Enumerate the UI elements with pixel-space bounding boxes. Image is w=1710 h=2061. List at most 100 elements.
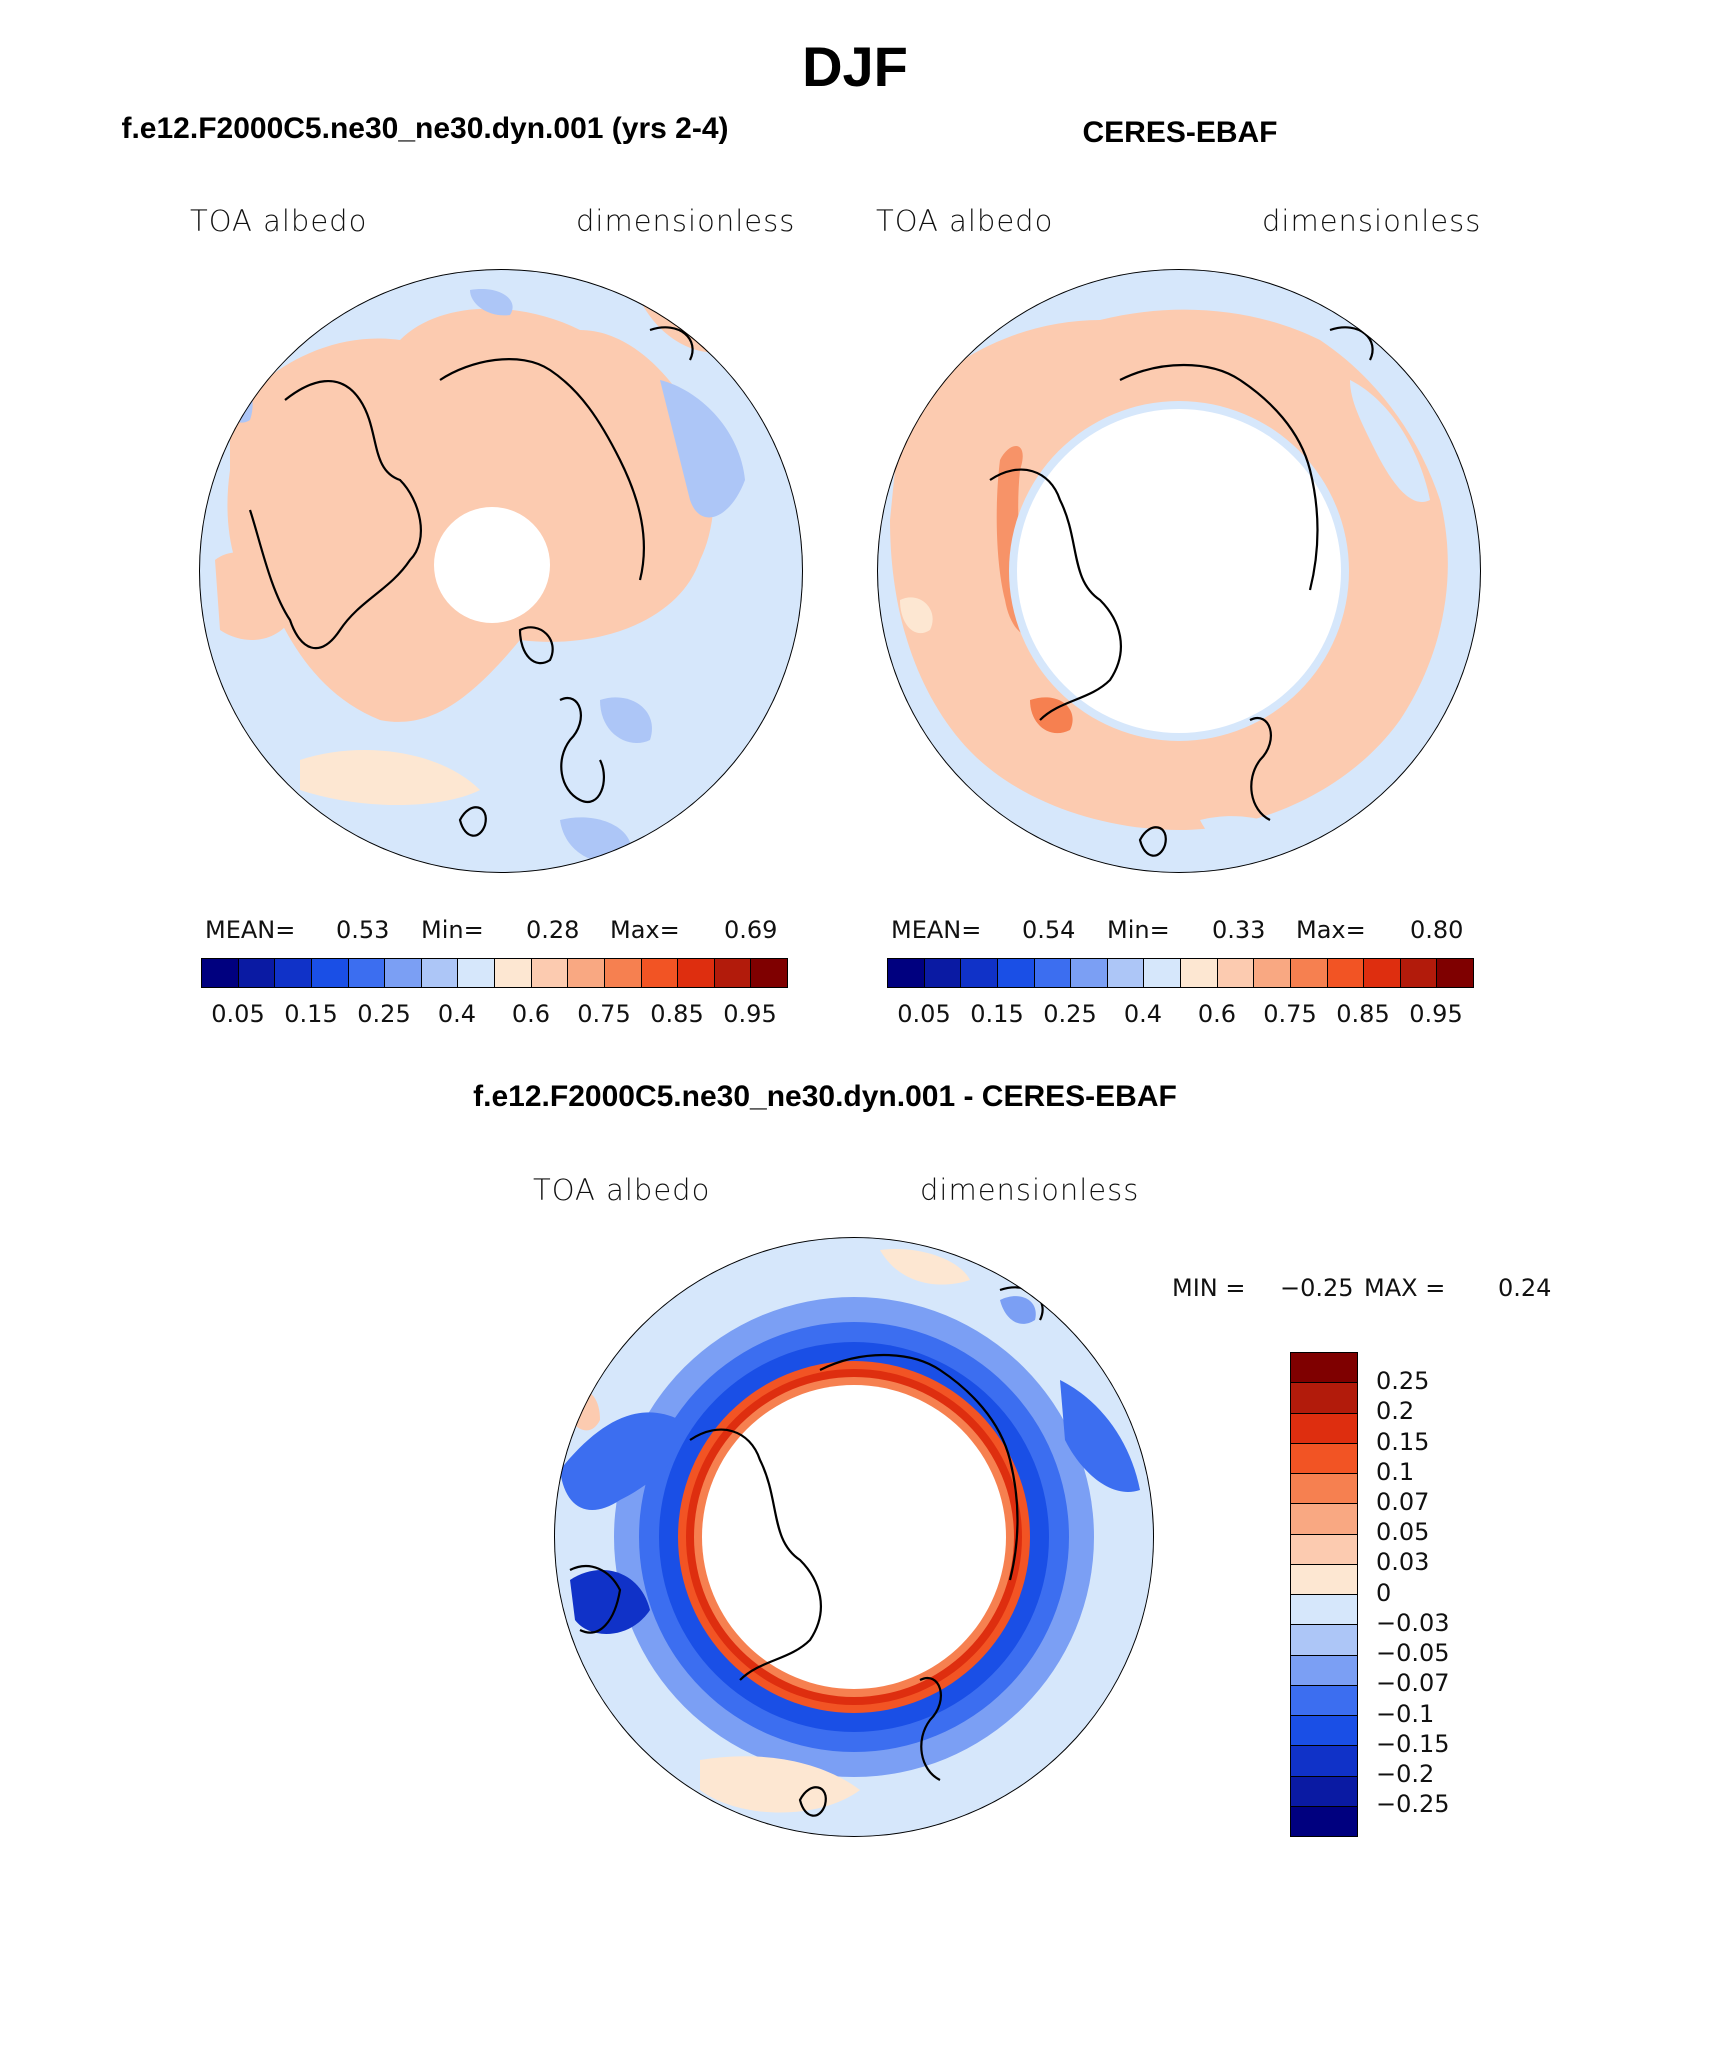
panel-1-max-label: Max= — [610, 916, 680, 944]
colorbar-swatch — [1290, 1352, 1358, 1384]
panel-1-min-label: Min= — [421, 916, 484, 944]
colorbar-swatch — [457, 958, 495, 988]
panel-2-tick: 0.85 — [1336, 1000, 1390, 1028]
panel-1-tick: 0.25 — [357, 1000, 411, 1028]
colorbar-swatch — [923, 958, 962, 988]
difference-tick: 0.1 — [1376, 1458, 1415, 1486]
difference-colorbar — [1290, 1352, 1358, 1837]
panel-1-colorbar — [201, 958, 788, 988]
difference-title: f.e12.F2000C5.ne30_ne30.dyn.001 - CERES-… — [473, 1080, 1177, 1113]
colorbar-swatch — [1106, 958, 1145, 988]
difference-tick: 0.25 — [1376, 1367, 1430, 1395]
panel-1-max-value: 0.69 — [724, 916, 778, 944]
colorbar-swatch — [201, 958, 239, 988]
colorbar-swatch — [530, 958, 569, 988]
colorbar-swatch — [1290, 1624, 1358, 1656]
difference-tick: 0.15 — [1376, 1428, 1430, 1456]
colorbar-swatch — [1326, 958, 1365, 988]
difference-tick: −0.03 — [1376, 1609, 1450, 1637]
colorbar-swatch — [237, 958, 276, 988]
colorbar-swatch — [1180, 958, 1218, 988]
colorbar-swatch — [1070, 958, 1108, 988]
panel-1-tick: 0.6 — [511, 1000, 551, 1028]
panel-2-tick: 0.25 — [1043, 1000, 1097, 1028]
panel-1-units: dimensionless — [576, 204, 796, 238]
panel-1-tick: 0.75 — [577, 1000, 631, 1028]
panel-1-mean-label: MEAN= — [205, 916, 296, 944]
difference-variable: TOA albedo — [533, 1173, 711, 1207]
difference-tick: −0.07 — [1376, 1669, 1450, 1697]
panel-2-tick: 0.6 — [1197, 1000, 1237, 1028]
colorbar-swatch — [1290, 1684, 1358, 1716]
colorbar-swatch — [1290, 1745, 1358, 1777]
colorbar-swatch — [887, 958, 925, 988]
colorbar-swatch — [1436, 958, 1474, 988]
panel-2-max-value: 0.80 — [1410, 916, 1464, 944]
colorbar-swatch — [420, 958, 459, 988]
colorbar-swatch — [1143, 958, 1181, 988]
colorbar-swatch — [1363, 958, 1401, 988]
difference-tick: 0 — [1376, 1579, 1392, 1607]
panel-1-case-title: f.e12.F2000C5.ne30_ne30.dyn.001 (yrs 2-4… — [121, 112, 729, 145]
panel-2-tick: 0.4 — [1123, 1000, 1163, 1028]
colorbar-swatch — [1253, 958, 1291, 988]
panel-2-colorbar — [887, 958, 1474, 988]
model-polar-map — [199, 269, 803, 873]
difference-tick: −0.25 — [1376, 1790, 1450, 1818]
panel-2-max-label: Max= — [1296, 916, 1366, 944]
colorbar-swatch — [567, 958, 605, 988]
colorbar-swatch — [310, 958, 349, 988]
panel-2-tick: 0.95 — [1409, 1000, 1463, 1028]
page-title: DJF — [802, 35, 908, 98]
panel-2-case-title: CERES-EBAF — [1082, 116, 1278, 149]
panel-1-mean-value: 0.53 — [336, 916, 390, 944]
colorbar-swatch — [1290, 1715, 1358, 1747]
colorbar-swatch — [1290, 1775, 1358, 1807]
panel-2-tick: 0.75 — [1263, 1000, 1317, 1028]
panel-2-min-label: Min= — [1107, 916, 1170, 944]
colorbar-swatch — [960, 958, 998, 988]
colorbar-swatch — [1290, 1594, 1358, 1626]
colorbar-swatch — [384, 958, 422, 988]
panel-2-units: dimensionless — [1262, 204, 1482, 238]
difference-tick: 0.07 — [1376, 1488, 1430, 1516]
panel-1-tick: 0.4 — [437, 1000, 477, 1028]
colorbar-swatch — [1290, 1654, 1358, 1686]
colorbar-swatch — [1290, 1805, 1358, 1837]
colorbar-swatch — [677, 958, 715, 988]
panel-2-tick: 0.15 — [970, 1000, 1024, 1028]
colorbar-swatch — [1290, 1442, 1358, 1474]
difference-max-value: 0.24 — [1498, 1274, 1552, 1302]
difference-tick: −0.1 — [1376, 1700, 1435, 1728]
difference-tick: 0.03 — [1376, 1548, 1430, 1576]
colorbar-swatch — [750, 958, 788, 988]
colorbar-swatch — [996, 958, 1035, 988]
panel-1-tick: 0.85 — [650, 1000, 704, 1028]
colorbar-swatch — [640, 958, 679, 988]
difference-tick: 0.05 — [1376, 1518, 1430, 1546]
colorbar-swatch — [1290, 1412, 1358, 1444]
panel-1-min-value: 0.28 — [526, 916, 580, 944]
colorbar-swatch — [1216, 958, 1255, 988]
panel-1-tick: 0.05 — [211, 1000, 265, 1028]
panel-2-tick: 0.05 — [897, 1000, 951, 1028]
colorbar-swatch — [1290, 1473, 1358, 1505]
difference-polar-map — [554, 1237, 1154, 1837]
panel-1-variable: TOA albedo — [190, 204, 368, 238]
panel-1-tick: 0.95 — [723, 1000, 777, 1028]
colorbar-swatch — [1290, 1563, 1358, 1595]
difference-tick: −0.05 — [1376, 1639, 1450, 1667]
difference-tick: 0.2 — [1376, 1397, 1415, 1425]
difference-max-label: MAX = — [1364, 1274, 1446, 1302]
observation-polar-map — [877, 269, 1481, 873]
colorbar-swatch — [274, 958, 312, 988]
colorbar-swatch — [603, 958, 642, 988]
difference-tick: −0.2 — [1376, 1760, 1435, 1788]
difference-min-value: −0.25 — [1280, 1274, 1354, 1302]
colorbar-swatch — [1290, 1533, 1358, 1565]
panel-2-min-value: 0.33 — [1212, 916, 1266, 944]
colorbar-swatch — [494, 958, 532, 988]
panel-2-variable: TOA albedo — [876, 204, 1054, 238]
panel-1-tick: 0.15 — [284, 1000, 338, 1028]
